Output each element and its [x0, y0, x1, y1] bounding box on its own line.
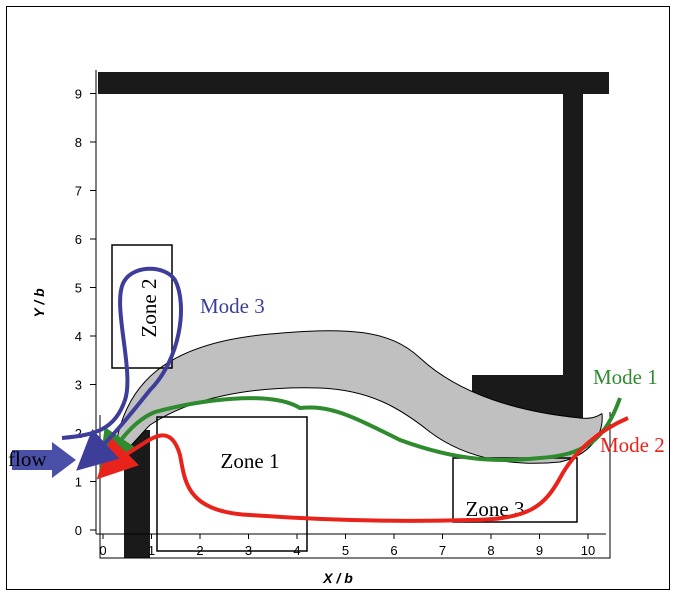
y-tick-label: 7 [75, 184, 82, 199]
x-tick-label: 7 [439, 543, 446, 558]
x-tick-label: 5 [342, 543, 349, 558]
y-tick-label: 6 [75, 232, 82, 247]
zone-2-box [111, 244, 173, 369]
x-tick-label: 0 [99, 543, 106, 558]
x-tick-label: 6 [390, 543, 397, 558]
mode-2-label: Mode 2 [600, 433, 665, 457]
zone-2-label: Zone 2 [137, 279, 161, 338]
y-tick-label: 5 [75, 281, 82, 296]
right-wall [563, 94, 583, 424]
y-tick-label: 8 [75, 135, 82, 150]
mode-3-label: Mode 3 [200, 294, 265, 318]
room-outline [99, 412, 611, 559]
inlet-flow-label: flow [8, 447, 47, 471]
mode-3-path [61, 266, 183, 471]
x-tick-label: 10 [581, 543, 595, 558]
ceiling-wall [98, 72, 609, 94]
x-tick-label: 8 [487, 543, 494, 558]
y-tick-label: 1 [75, 475, 82, 490]
jet-region [114, 330, 603, 464]
x-axis-label: X / b [322, 570, 353, 586]
x-axis-ticks: 0 1 2 3 4 5 6 7 8 9 10 [99, 534, 595, 558]
y-tick-label: 3 [75, 378, 82, 393]
zone-1-label: Zone 1 [221, 449, 280, 473]
y-axis-label: Y / b [31, 288, 47, 318]
inlet-flow-arrow [12, 442, 76, 478]
outlet-baffle [472, 375, 563, 424]
mode-1-path [99, 396, 622, 472]
y-tick-label: 0 [75, 523, 82, 538]
mode-2-path [96, 416, 629, 523]
y-tick-label: 9 [75, 87, 82, 102]
y-tick-label: 4 [75, 329, 82, 344]
room-walls [98, 72, 609, 558]
x-tick-label: 9 [536, 543, 543, 558]
figure-frame [6, 6, 670, 590]
mode-1-label: Mode 1 [593, 365, 658, 389]
zone-1-box [156, 416, 308, 552]
x-tick-label: 1 [148, 543, 155, 558]
